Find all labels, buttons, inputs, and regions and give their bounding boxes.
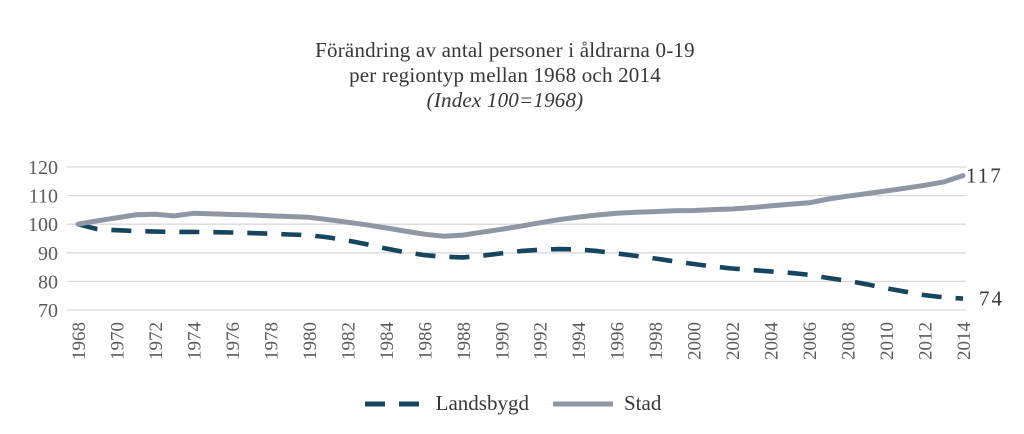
- y-tick-label: 100: [28, 214, 58, 236]
- x-tick-label: 1990: [492, 322, 513, 360]
- legend-item-landsbygd: Landsbygd: [363, 391, 529, 416]
- chart-title-subtitle: (Index 100=1968): [426, 88, 584, 112]
- x-tick-label: 2010: [877, 322, 898, 360]
- y-tick-label: 80: [38, 271, 58, 293]
- landsbygd-dashed-line-swatch: [364, 401, 425, 406]
- x-tick-label: 1976: [223, 322, 244, 360]
- x-tick-label: 2000: [685, 322, 706, 360]
- y-tick-label: 90: [38, 243, 58, 265]
- x-tick-label: 1986: [415, 322, 436, 360]
- x-tick-label: 1998: [646, 322, 667, 360]
- x-tick-label: 2002: [723, 322, 744, 360]
- legend-label-stad: Stad: [623, 391, 662, 415]
- legend-label-landsbygd: Landsbygd: [435, 391, 529, 415]
- x-tick-label: 1974: [184, 322, 205, 361]
- x-tick-label: 1994: [569, 322, 590, 361]
- legend-item-stad: Stad: [551, 391, 661, 416]
- x-tick-label: 1984: [377, 322, 398, 361]
- y-tick-label: 120: [28, 157, 58, 179]
- y-tick-label: 70: [38, 300, 58, 322]
- end-label-stad: 117: [966, 164, 1003, 188]
- line-landsbygd: [77, 221, 964, 301]
- y-tick-label: 110: [29, 186, 58, 208]
- x-tick-label: 1980: [300, 322, 321, 360]
- x-tick-label: 2004: [762, 322, 783, 361]
- x-tick-label: 2008: [839, 322, 860, 360]
- x-tick-label: 2014: [954, 322, 975, 361]
- chart-title-line1: Förändring av antal personer i åldrarna …: [315, 38, 695, 62]
- line-stad: [75, 173, 966, 239]
- x-tick-label: 1968: [69, 322, 90, 360]
- end-label-landsbygd: 74: [979, 287, 1004, 311]
- stad-solid-line-swatch: [552, 401, 613, 406]
- x-tick-label: 1982: [338, 322, 359, 360]
- x-tick-label: 1978: [261, 322, 282, 360]
- chart-title: Förändring av antal personer i åldrarna …: [0, 38, 1010, 113]
- x-tick-label: 1970: [107, 322, 128, 360]
- x-tick-label: 1992: [531, 322, 552, 360]
- x-tick-label: 1988: [454, 322, 475, 360]
- chart-title-line2: per regiontyp mellan 1968 och 2014: [349, 63, 661, 87]
- x-tick-label: 2012: [916, 322, 937, 360]
- chart-legend: Landsbygd Stad: [0, 391, 1024, 416]
- x-tick-label: 2006: [800, 322, 821, 360]
- x-tick-label: 1996: [608, 322, 629, 360]
- x-tick-label: 1972: [146, 322, 167, 360]
